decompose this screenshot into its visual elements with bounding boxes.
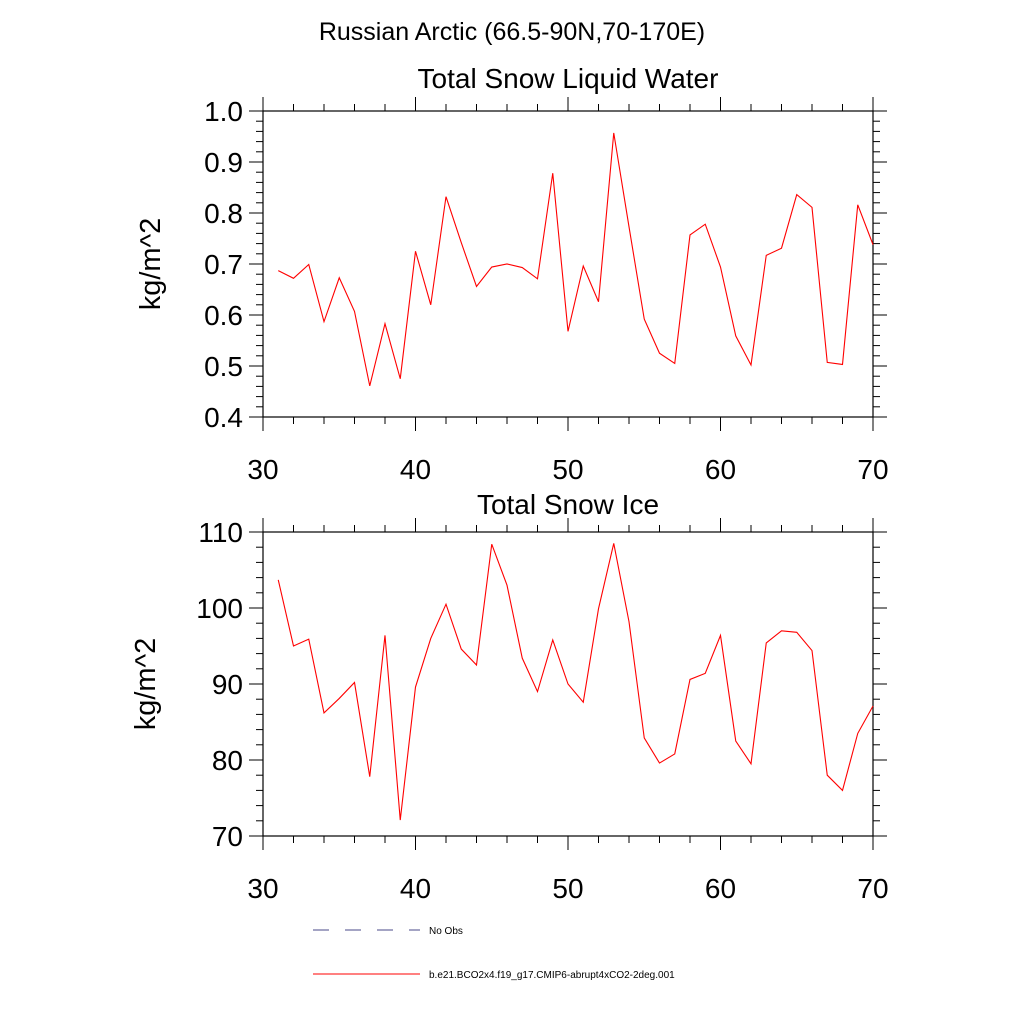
x-tick-label: 60	[705, 454, 736, 485]
y-tick-label: 0.6	[204, 300, 243, 331]
series-line-1	[278, 132, 874, 387]
x-tick-label: 50	[552, 454, 583, 485]
x-tick-label: 70	[857, 873, 888, 904]
x-tick-label: 40	[400, 454, 431, 485]
chart-1: Total Snow Liquid Water kg/m^2 30 40 50 60 70 0…	[135, 63, 889, 485]
y-axis-label: kg/m^2	[135, 218, 167, 311]
y-tick-label: 0.5	[204, 351, 243, 382]
x-tick-label: 70	[857, 454, 888, 485]
legend-label: b.e21.BCO2x4.f19_g17.CMIP6-abrupt4xCO2-2…	[429, 970, 675, 981]
y-tick-label: 110	[198, 517, 243, 548]
chart-2: Total Snow Ice kg/m^2 30 40 50 60 70 70 80 90 100 1…	[130, 489, 889, 904]
x-tick-label: 60	[705, 873, 736, 904]
y-tick-label: 0.7	[204, 249, 243, 280]
y-tick-label: 70	[212, 821, 243, 852]
legend-label: No Obs	[429, 926, 463, 937]
y-tick-label: 0.9	[204, 147, 243, 178]
x-tick-label: 30	[247, 873, 278, 904]
y-tick-label: 0.8	[204, 198, 243, 229]
legend: No Obs b.e21.BCO2x4.f19_g17.CMIP6-abrupt4…	[313, 926, 675, 981]
y-axis-label: kg/m^2	[130, 638, 162, 731]
y-tick-label: 1.0	[204, 96, 243, 127]
figure-title: Russian Arctic (66.5-90N,70-170E)	[318, 18, 706, 46]
chart-title: Total Snow Liquid Water	[418, 63, 719, 94]
y-tick-label: 80	[212, 745, 243, 776]
plot-frame	[262, 110, 874, 418]
y-tick-label: 100	[196, 593, 243, 624]
x-tick-label: 40	[400, 873, 431, 904]
y-tick-label: 90	[212, 669, 243, 700]
x-tick-label: 30	[247, 454, 278, 485]
x-tick-label: 50	[552, 873, 583, 904]
chart-title: Total Snow Ice	[477, 489, 659, 520]
series-line-1	[277, 543, 874, 821]
y-tick-label: 0.4	[204, 402, 243, 433]
